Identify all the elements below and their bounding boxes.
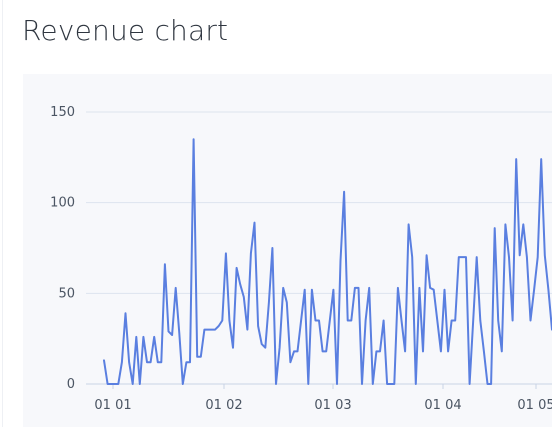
revenue-chart: 0 50 100 150 01 01 01 02 01 03 01 04 01 05 <box>23 74 552 427</box>
x-tick-label: 01 01 <box>94 398 131 413</box>
x-tick-label: 01 04 <box>424 398 461 413</box>
x-tick-label: 01 03 <box>314 398 351 413</box>
y-tick-label: 0 <box>67 377 75 392</box>
y-tick-label: 100 <box>50 196 75 211</box>
y-tick-label: 150 <box>50 105 75 120</box>
revenue-chart-svg: 0 50 100 150 01 01 01 02 01 03 01 04 01 05 <box>50 105 552 413</box>
revenue-series-line <box>103 138 552 385</box>
left-divider <box>2 0 3 427</box>
page-title: Revenue chart <box>22 14 229 47</box>
y-tick-label: 50 <box>58 286 75 301</box>
x-tick-label: 01 05 <box>517 398 552 413</box>
x-tick-label: 01 02 <box>205 398 242 413</box>
